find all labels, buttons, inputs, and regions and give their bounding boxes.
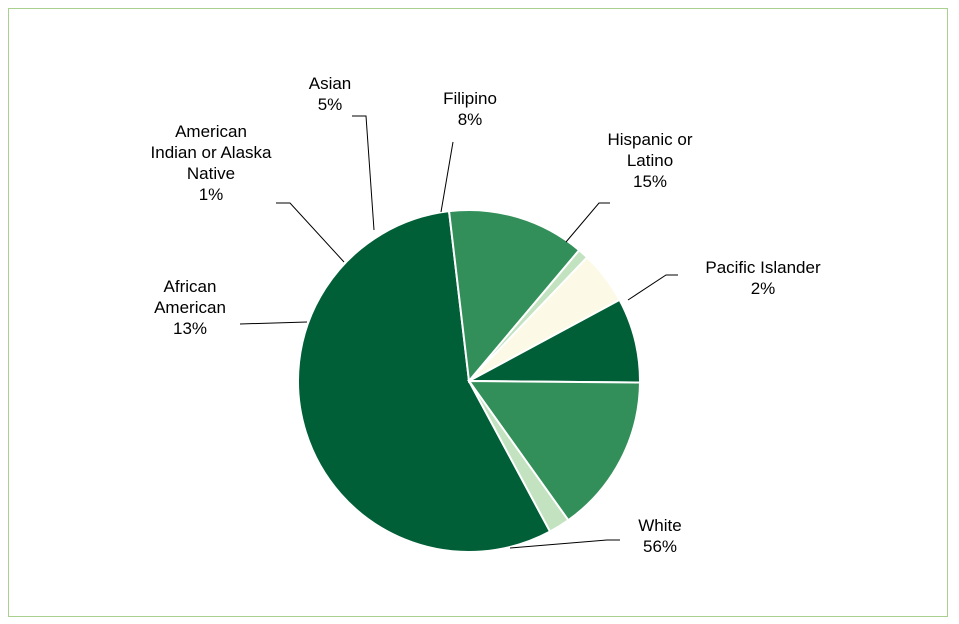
- leader-line-african-american: [239, 321, 308, 325]
- slice-label-american-indian: American Indian or Alaska Native 1%: [151, 122, 273, 204]
- leader-line-filipino: [440, 141, 454, 213]
- leader-line-american-indian: [276, 202, 345, 263]
- slice-name-line-african-american: American: [154, 298, 226, 317]
- slice-labels: White 56% African American 13% American Indian…: [151, 74, 821, 556]
- slice-percent-african-american: 13%: [173, 319, 207, 338]
- pie-slice-african-american: [447, 209, 581, 384]
- slice-name-line-american-indian: American: [175, 122, 247, 141]
- leader-line-pacific-islander: [627, 274, 678, 301]
- slice-name-line-pacific-islander: Pacific Islander: [705, 258, 821, 277]
- slice-name-line-african-american: African: [164, 277, 217, 296]
- slice-name-line-asian: Asian: [309, 74, 352, 93]
- leader-line-asian: [352, 115, 375, 231]
- leader-line-white: [509, 539, 620, 549]
- slice-percent-asian: 5%: [318, 95, 343, 114]
- pie-slice-white: [296, 210, 552, 553]
- slice-label-asian: Asian 5%: [309, 74, 352, 114]
- leader-lines: [239, 115, 678, 549]
- slice-name-line-american-indian: Native: [187, 164, 235, 183]
- slice-name-line-white: White: [638, 516, 681, 535]
- slice-label-hispanic-latino: Hispanic or Latino 15%: [607, 130, 692, 191]
- leader-line-hispanic-latino: [565, 202, 610, 243]
- pie-slice-hispanic-latino: [467, 379, 641, 522]
- slice-percent-american-indian: 1%: [199, 185, 224, 204]
- slice-label-white: White 56%: [638, 516, 681, 556]
- slice-name-line-american-indian: Indian or Alaska: [151, 143, 273, 162]
- slice-name-line-hispanic-latino: Hispanic or: [607, 130, 692, 149]
- pie-slices: [296, 209, 641, 553]
- slice-percent-white: 56%: [643, 537, 677, 556]
- pie-slice-pacific-islander: [468, 380, 570, 533]
- slice-percent-filipino: 8%: [458, 110, 483, 129]
- slice-percent-hispanic-latino: 15%: [633, 172, 667, 191]
- slice-label-filipino: Filipino 8%: [443, 89, 497, 129]
- slice-percent-pacific-islander: 2%: [751, 279, 776, 298]
- slice-name-line-filipino: Filipino: [443, 89, 497, 108]
- slice-name-line-hispanic-latino: Latino: [627, 151, 673, 170]
- slice-label-african-american: African American 13%: [154, 277, 226, 338]
- slice-label-pacific-islander: Pacific Islander 2%: [705, 258, 821, 298]
